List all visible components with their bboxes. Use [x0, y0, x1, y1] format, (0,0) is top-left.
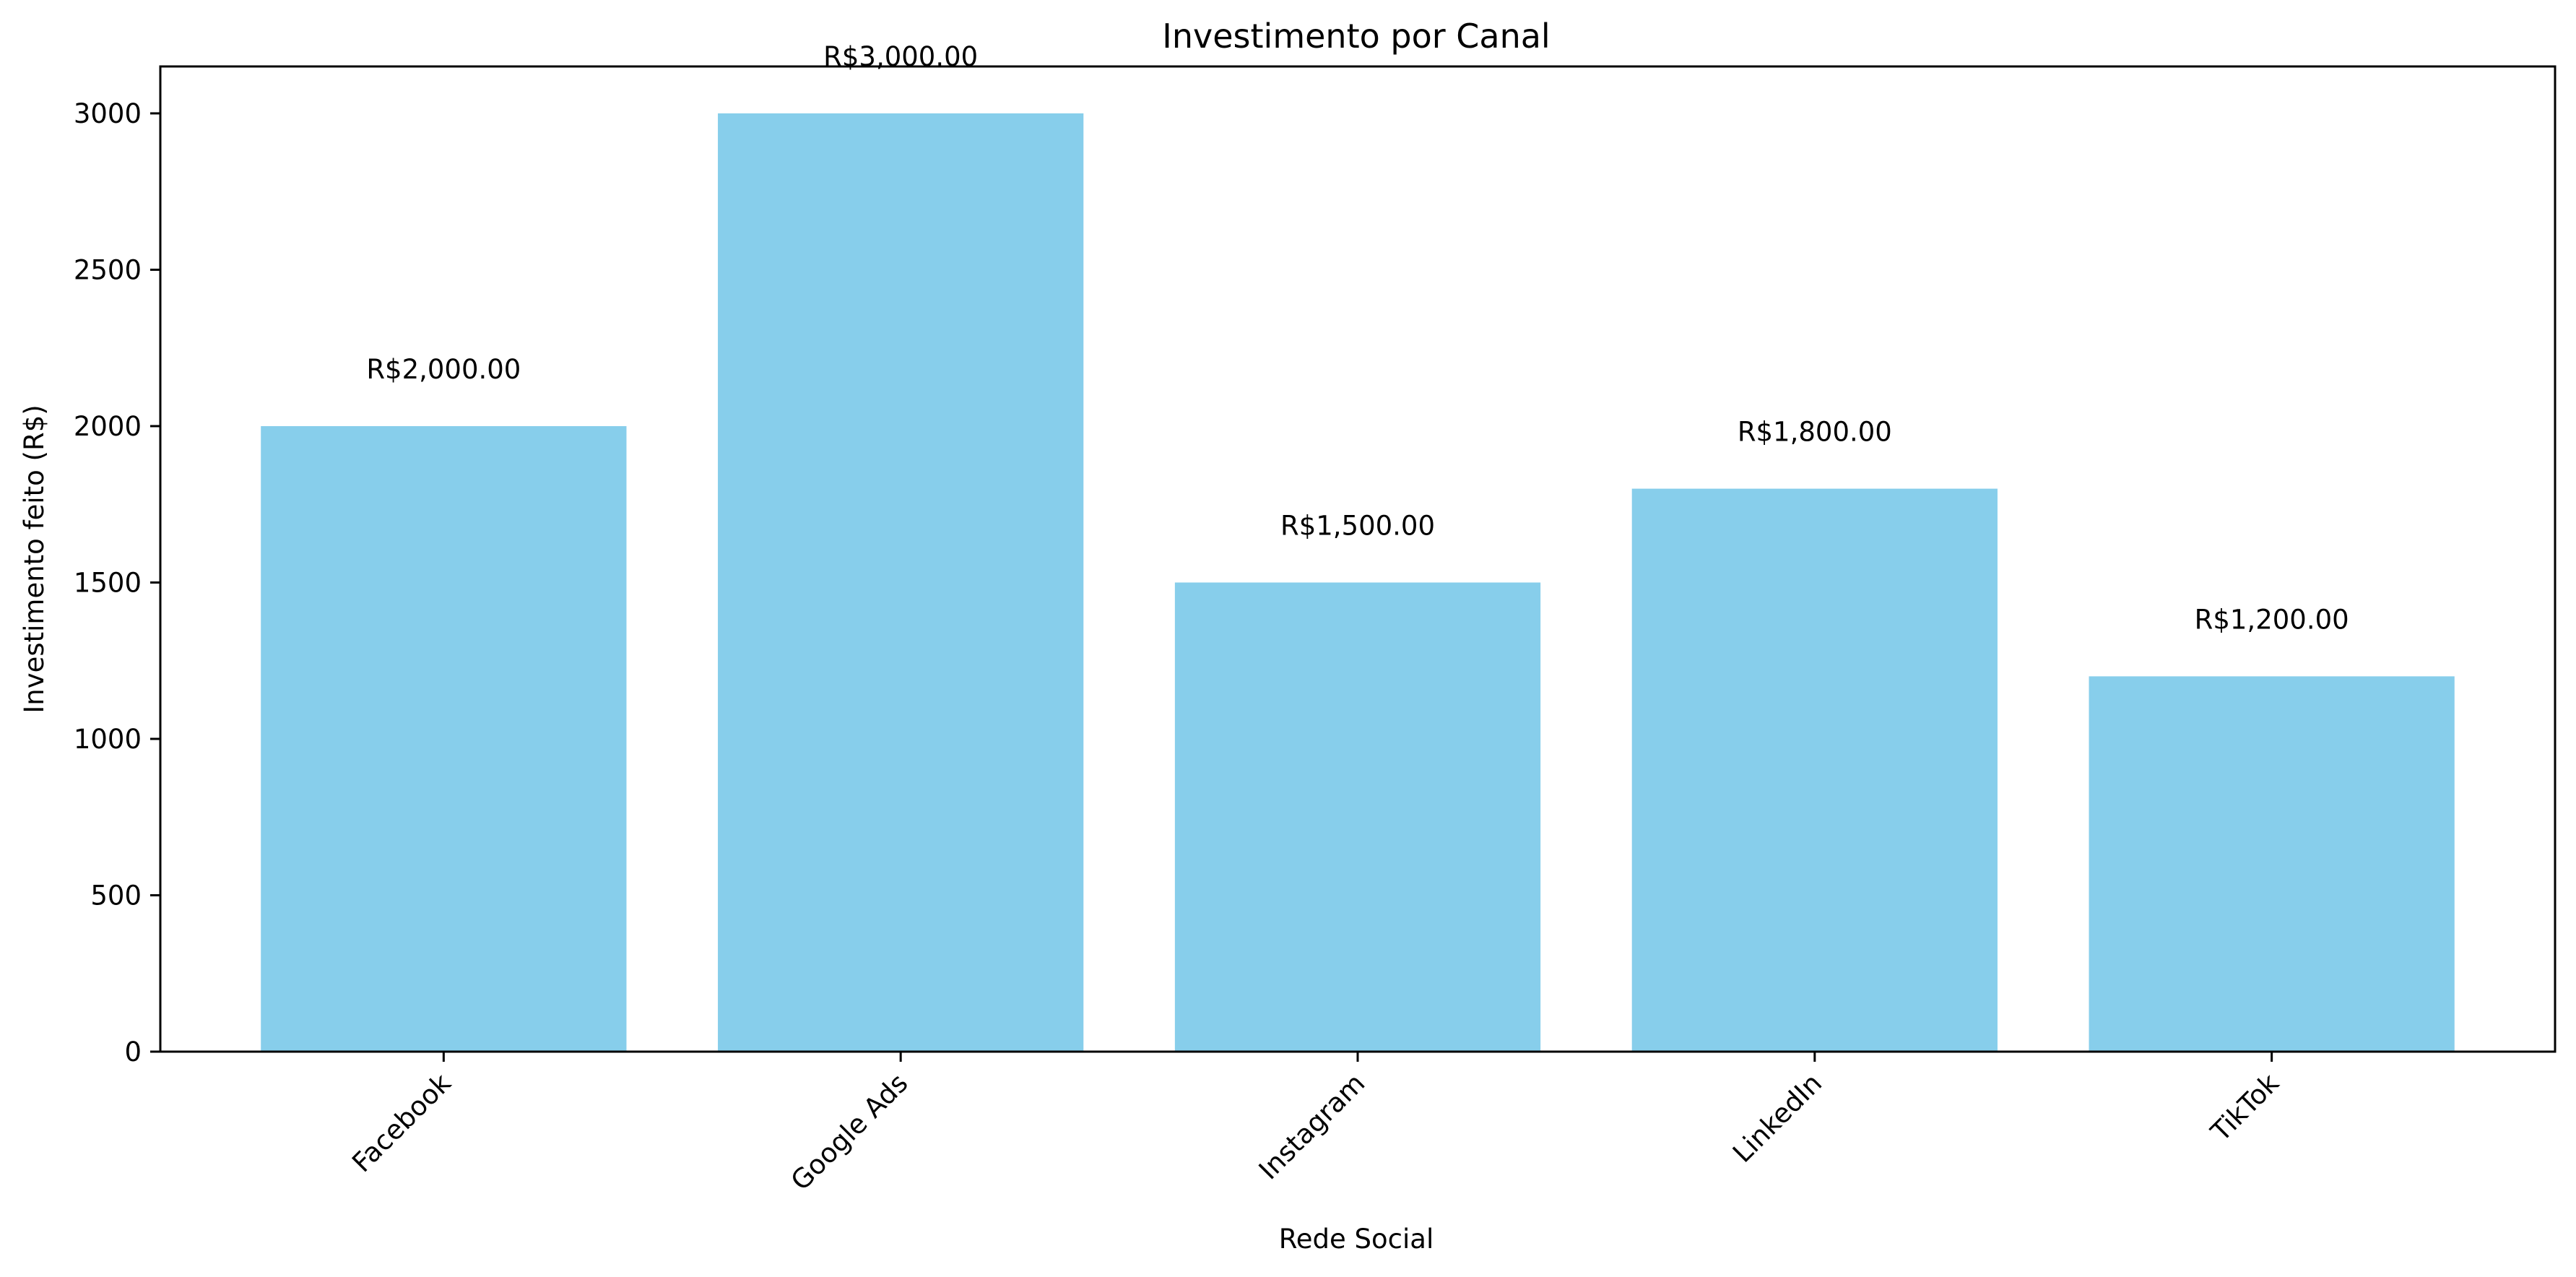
data-label: R$1,800.00	[1738, 417, 1892, 448]
bar-facebook	[261, 425, 627, 1052]
data-label: R$3,000.00	[823, 41, 978, 72]
data-label: R$1,500.00	[1280, 510, 1435, 541]
y-tick-label: 500	[90, 880, 142, 911]
y-tick-label: 1500	[74, 567, 142, 598]
chart-title: Investimento por Canal	[1162, 17, 1550, 56]
bar-tiktok	[2089, 676, 2455, 1052]
bars-group	[261, 113, 2455, 1052]
y-tick-label: 2000	[74, 411, 142, 442]
data-label: R$2,000.00	[366, 354, 521, 385]
y-axis-label: Investimento feito (R$)	[19, 404, 50, 713]
y-tick-label: 2500	[74, 254, 142, 285]
bar-instagram	[1174, 582, 1541, 1052]
data-label: R$1,200.00	[2195, 604, 2349, 635]
x-axis-label: Rede Social	[1279, 1224, 1434, 1255]
y-tick-label: 0	[124, 1036, 142, 1068]
bar-google-ads	[718, 113, 1084, 1052]
bar-linkedin	[1631, 488, 1998, 1052]
y-axis-ticks: 0 500 1000 1500 2000 2500 3000	[74, 98, 160, 1068]
y-tick-label: 1000	[74, 724, 142, 755]
y-tick-label: 3000	[74, 98, 142, 129]
